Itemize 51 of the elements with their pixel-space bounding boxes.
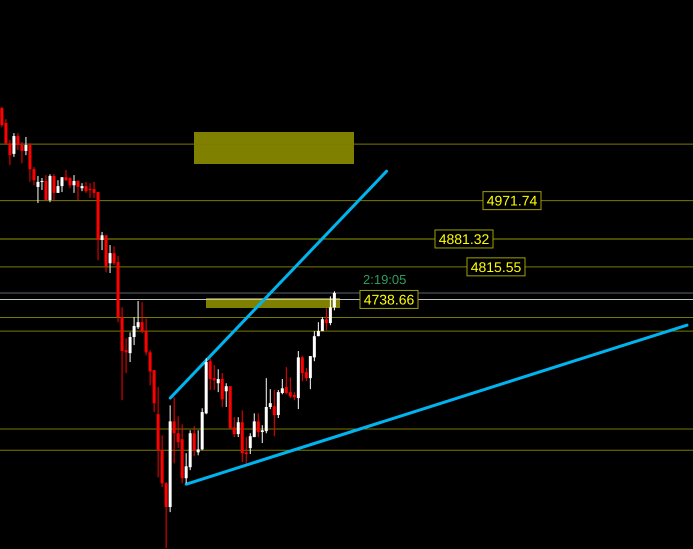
candlestick bbox=[224, 382, 228, 408]
candlestick bbox=[72, 174, 76, 194]
candlestick bbox=[100, 231, 104, 251]
candlestick bbox=[84, 181, 88, 194]
candlestick bbox=[320, 316, 324, 332]
candlestick bbox=[316, 322, 320, 337]
candlestick bbox=[8, 139, 12, 166]
candlestick bbox=[20, 142, 24, 164]
ref-line-label: 4881.32 bbox=[438, 230, 490, 247]
candlestick bbox=[208, 358, 212, 391]
candlestick bbox=[128, 332, 132, 363]
candlestick bbox=[52, 174, 56, 201]
candlestick bbox=[44, 174, 48, 201]
candlestick bbox=[276, 390, 280, 419]
candlestick bbox=[64, 170, 68, 182]
candlestick bbox=[164, 482, 168, 549]
ref-line-label: 4738.66 bbox=[364, 291, 415, 308]
candlestick bbox=[196, 430, 200, 456]
candlestick bbox=[324, 308, 328, 331]
candlestick bbox=[60, 176, 64, 193]
candlestick bbox=[288, 376, 292, 399]
candlestick bbox=[268, 388, 272, 410]
candlestick bbox=[212, 364, 216, 391]
candlestick bbox=[40, 178, 44, 190]
candlestick bbox=[36, 175, 40, 204]
candlestick bbox=[328, 296, 332, 326]
ref-line-label: 4971.74 bbox=[486, 192, 538, 209]
candlestick bbox=[300, 356, 304, 382]
candlestick bbox=[12, 132, 16, 158]
candlestick bbox=[256, 412, 260, 438]
candlestick bbox=[108, 244, 112, 274]
candlestick bbox=[88, 182, 92, 198]
candlestick bbox=[56, 180, 60, 194]
candlestick bbox=[332, 290, 336, 311]
candlestick bbox=[68, 176, 72, 189]
candlestick bbox=[220, 372, 224, 408]
candlestick bbox=[172, 396, 176, 464]
candlestick bbox=[216, 368, 220, 393]
candlestick bbox=[24, 136, 28, 156]
candlestick bbox=[192, 426, 196, 457]
candlestick bbox=[140, 302, 144, 334]
candlestick bbox=[76, 180, 80, 201]
annotation: 2:19:05 bbox=[363, 272, 406, 287]
candlestick bbox=[284, 366, 288, 395]
candlestick bbox=[132, 316, 136, 346]
candlestick bbox=[32, 166, 36, 186]
candlestick bbox=[144, 318, 148, 356]
candlestick bbox=[16, 132, 20, 151]
ref-line-label: 4815.55 bbox=[470, 258, 522, 275]
candlestick bbox=[236, 416, 240, 438]
candlestick bbox=[272, 390, 276, 437]
